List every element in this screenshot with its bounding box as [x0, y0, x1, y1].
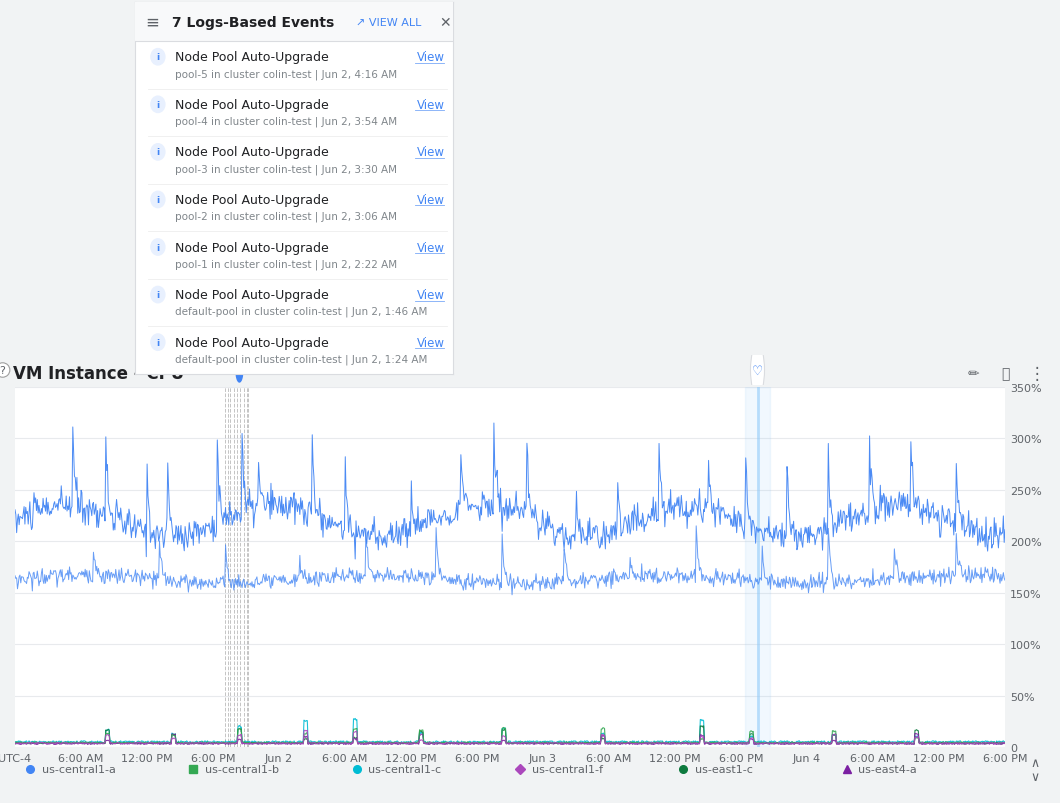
Circle shape	[151, 335, 165, 351]
Text: ∨: ∨	[1030, 770, 1040, 783]
Bar	[745, 388, 770, 747]
Text: ✕: ✕	[439, 15, 450, 30]
Text: pool-1 in cluster colin-test | Jun 2, 2:22 AM: pool-1 in cluster colin-test | Jun 2, 2:…	[175, 259, 396, 270]
Text: View: View	[417, 146, 444, 159]
FancyBboxPatch shape	[135, 3, 453, 42]
Text: View: View	[417, 336, 444, 349]
Circle shape	[151, 287, 165, 304]
Text: ♡: ♡	[752, 364, 763, 377]
Text: pool-3 in cluster colin-test | Jun 2, 3:30 AM: pool-3 in cluster colin-test | Jun 2, 3:…	[175, 164, 396, 174]
Text: View: View	[417, 289, 444, 302]
Text: i: i	[156, 53, 159, 62]
Text: us-east4-a: us-east4-a	[859, 764, 917, 774]
Text: Node Pool Auto-Upgrade: Node Pool Auto-Upgrade	[175, 99, 329, 112]
Text: us-east1-c: us-east1-c	[695, 764, 753, 774]
Text: us-central1-c: us-central1-c	[369, 764, 442, 774]
Text: Node Pool Auto-Upgrade: Node Pool Auto-Upgrade	[175, 336, 329, 349]
Text: i: i	[156, 149, 159, 157]
Text: ↗ VIEW ALL: ↗ VIEW ALL	[356, 18, 422, 27]
Circle shape	[236, 357, 243, 382]
Text: i: i	[156, 338, 159, 347]
Text: ✏: ✏	[968, 366, 978, 381]
Text: View: View	[417, 99, 444, 112]
Text: default-pool in cluster colin-test | Jun 2, 1:24 AM: default-pool in cluster colin-test | Jun…	[175, 354, 427, 365]
Text: Node Pool Auto-Upgrade: Node Pool Auto-Upgrade	[175, 241, 329, 255]
Text: pool-5 in cluster colin-test | Jun 2, 4:16 AM: pool-5 in cluster colin-test | Jun 2, 4:…	[175, 69, 396, 79]
Text: View: View	[417, 241, 444, 255]
Text: View: View	[417, 51, 444, 64]
Text: pool-4 in cluster colin-test | Jun 2, 3:54 AM: pool-4 in cluster colin-test | Jun 2, 3:…	[175, 116, 396, 127]
Text: Node Pool Auto-Upgrade: Node Pool Auto-Upgrade	[175, 289, 329, 302]
Text: Node Pool Auto-Upgrade: Node Pool Auto-Upgrade	[175, 194, 329, 206]
Text: View: View	[417, 194, 444, 206]
Circle shape	[151, 239, 165, 256]
Text: i: i	[156, 291, 159, 300]
Text: ⋮: ⋮	[1028, 365, 1045, 382]
Text: i: i	[156, 196, 159, 205]
Text: 7 Logs-Based Events: 7 Logs-Based Events	[172, 15, 334, 30]
Circle shape	[750, 345, 764, 396]
Text: us-central1-f: us-central1-f	[532, 764, 603, 774]
Text: ≡: ≡	[145, 14, 159, 31]
Text: Node Pool Auto-Upgrade: Node Pool Auto-Upgrade	[175, 51, 329, 64]
Text: us-central1-a: us-central1-a	[41, 764, 116, 774]
Text: default-pool in cluster colin-test | Jun 2, 1:46 AM: default-pool in cluster colin-test | Jun…	[175, 307, 427, 317]
Text: i: i	[237, 365, 242, 375]
Text: 7: 7	[225, 364, 234, 377]
Text: VM Instance - CPU: VM Instance - CPU	[13, 365, 184, 382]
Circle shape	[151, 145, 165, 161]
Text: ∧: ∧	[1030, 756, 1040, 769]
Circle shape	[151, 97, 165, 113]
Text: pool-2 in cluster colin-test | Jun 2, 3:06 AM: pool-2 in cluster colin-test | Jun 2, 3:…	[175, 211, 396, 222]
Text: Node Pool Auto-Upgrade: Node Pool Auto-Upgrade	[175, 146, 329, 159]
Text: i: i	[156, 100, 159, 110]
Circle shape	[151, 192, 165, 208]
Text: us-central1-b: us-central1-b	[205, 764, 279, 774]
Circle shape	[151, 50, 165, 66]
Text: i: i	[156, 243, 159, 252]
Text: ?: ?	[0, 365, 5, 376]
Text: 🔔: 🔔	[1002, 366, 1010, 381]
